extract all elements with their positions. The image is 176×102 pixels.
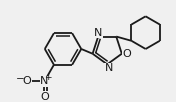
Text: −: − (16, 74, 25, 84)
Text: O: O (23, 76, 31, 86)
Text: N: N (94, 28, 102, 38)
Text: O: O (40, 92, 49, 102)
Text: O: O (122, 49, 131, 59)
Text: N: N (40, 76, 49, 86)
Text: +: + (44, 73, 51, 82)
Text: N: N (105, 63, 113, 73)
